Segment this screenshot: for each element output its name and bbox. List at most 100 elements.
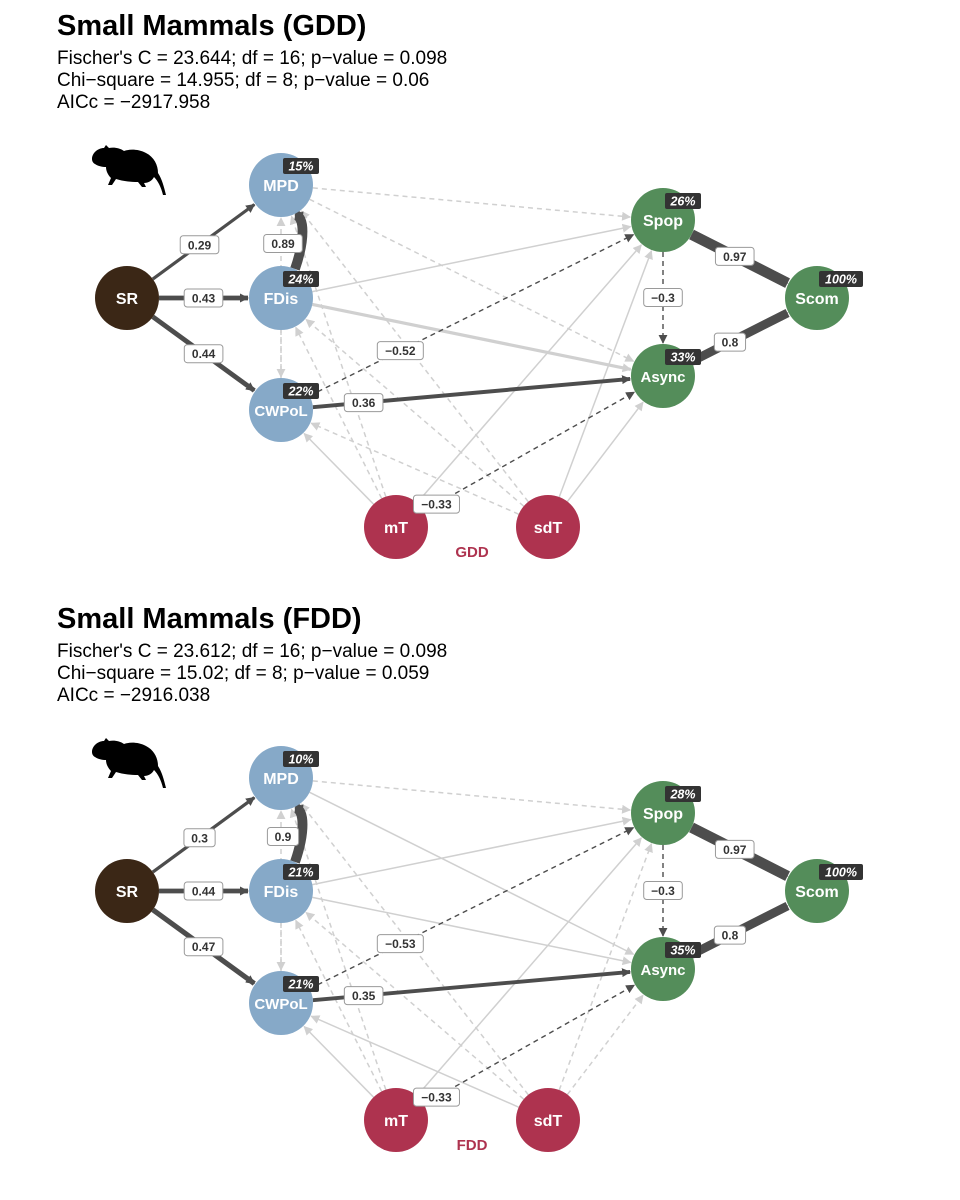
path-mt-to-cwpol: [303, 432, 375, 505]
path-sdt-to-spop: [558, 843, 653, 1091]
svg-text:21%: 21%: [287, 866, 313, 880]
svg-text:0.29: 0.29: [188, 238, 212, 252]
climate-index-label: FDD: [457, 1137, 488, 1154]
fisher-c-line: Fischer's C = 23.612; df = 16; p−value =…: [57, 641, 448, 662]
node-label: SR: [116, 291, 139, 308]
r2-badge: 10%: [283, 751, 319, 767]
svg-text:28%: 28%: [669, 788, 695, 802]
path-diagram: SR MPD FDis CWPoL Spop Async Scom mT sdT 10% 21% 21…: [92, 738, 863, 1154]
path-mt-to-fdis: [295, 326, 383, 499]
svg-text:0.3: 0.3: [191, 831, 208, 845]
panel-title: Small Mammals (FDD): [57, 603, 362, 635]
node-label: mT: [384, 520, 408, 537]
node-label: mT: [384, 1113, 408, 1130]
path-cwpol-to-spop: [309, 234, 635, 397]
path-sdt-to-cwpol: [310, 1015, 519, 1108]
rat-silhouette-icon: [92, 145, 166, 195]
path-coefficient-label: −0.53: [376, 934, 424, 954]
path-mt-to-mpd: [289, 215, 387, 497]
path-coefficient-label: 0.29: [179, 235, 220, 255]
svg-text:−0.53: −0.53: [385, 937, 416, 951]
svg-text:0.44: 0.44: [192, 347, 216, 361]
fit-statistics: Fischer's C = 23.612; df = 16; p−value =…: [57, 641, 447, 707]
r2-badge: 100%: [819, 271, 863, 287]
path-mpd-to-spop: [312, 187, 632, 221]
path-fdis-to-async: [312, 896, 632, 966]
path-sdt-to-cwpol: [310, 422, 519, 515]
sem-panel-gdd: SR MPD FDis CWPoL Spop Async Scom mT sdT 15% 24% 22…: [0, 0, 960, 593]
node-label: MPD: [263, 771, 299, 788]
path-coefficient-label: 0.44: [183, 344, 224, 364]
svg-text:21%: 21%: [287, 978, 313, 992]
path-coefficient-label: 0.97: [714, 246, 755, 266]
r2-badge: 35%: [665, 942, 701, 958]
r2-badge: 100%: [819, 864, 863, 880]
node-label: Spop: [643, 213, 683, 230]
path-mt-to-fdis: [295, 919, 383, 1092]
r2-badge: 26%: [665, 193, 701, 209]
path-coefficient-label: −0.33: [412, 494, 460, 514]
svg-text:22%: 22%: [287, 385, 313, 399]
r2-badge: 22%: [283, 383, 319, 399]
svg-text:0.44: 0.44: [192, 885, 216, 899]
path-mt-to-spop: [416, 244, 642, 504]
node-label: CWPoL: [254, 996, 307, 1013]
svg-text:0.89: 0.89: [271, 237, 295, 251]
svg-text:33%: 33%: [670, 351, 695, 365]
fisher-c-line: Fischer's C = 23.644; df = 16; p−value =…: [57, 48, 448, 69]
path-coefficient-label: 0.47: [183, 937, 224, 957]
path-sdt-to-spop: [558, 250, 653, 498]
sem-panel-fdd: SR MPD FDis CWPoL Spop Async Scom mT sdT 10% 21% 21…: [0, 593, 960, 1186]
panel-title: Small Mammals (GDD): [57, 10, 367, 42]
aicc-line: AICc = −2916.038: [57, 685, 211, 706]
path-diagram: SR MPD FDis CWPoL Spop Async Scom mT sdT 15% 24% 22…: [92, 145, 863, 561]
node-mt: mT: [364, 495, 428, 559]
path-coefficient-label: 0.8: [713, 332, 747, 352]
svg-text:−0.33: −0.33: [421, 498, 452, 512]
node-label: FDis: [264, 291, 299, 308]
path-coefficient-label: 0.43: [183, 288, 224, 308]
svg-text:0.47: 0.47: [192, 940, 216, 954]
path-mpd-to-async: [309, 198, 635, 362]
svg-text:24%: 24%: [287, 273, 313, 287]
svg-text:10%: 10%: [288, 753, 313, 767]
svg-text:35%: 35%: [670, 944, 695, 958]
node-mt: mT: [364, 1088, 428, 1152]
svg-text:0.36: 0.36: [352, 396, 376, 410]
r2-badge: 28%: [665, 786, 701, 802]
svg-text:0.8: 0.8: [722, 929, 739, 943]
path-coefficient-label: 0.36: [343, 393, 384, 413]
path-coefficient-label: −0.3: [643, 881, 683, 900]
path-cwpol-to-spop: [309, 827, 635, 990]
svg-text:0.9: 0.9: [275, 830, 292, 844]
path-coefficient-label: 0.3: [183, 828, 216, 848]
path-sdt-to-async: [566, 994, 644, 1095]
path-fdis-to-mpd: [290, 210, 308, 271]
path-mt-to-spop: [416, 837, 642, 1097]
path-mt-to-async: [423, 391, 636, 512]
svg-text:0.97: 0.97: [723, 250, 747, 264]
fit-statistics: Fischer's C = 23.644; df = 16; p−value =…: [57, 48, 447, 114]
node-label: Scom: [795, 291, 839, 308]
svg-text:−0.52: −0.52: [385, 344, 416, 358]
path-fdis-to-spop: [312, 816, 632, 886]
node-label: SR: [116, 884, 139, 901]
node-label: Spop: [643, 806, 683, 823]
r2-badge: 21%: [283, 976, 319, 992]
node-label: CWPoL: [254, 403, 307, 420]
svg-text:−0.3: −0.3: [651, 291, 675, 305]
node-label: Async: [640, 369, 685, 386]
path-mpd-to-async: [309, 791, 635, 955]
path-coefficient-label: −0.3: [643, 288, 683, 307]
climate-index-label: GDD: [455, 544, 489, 561]
path-mt-to-async: [423, 984, 636, 1105]
r2-badge: 33%: [665, 349, 701, 365]
path-coefficient-label: 0.35: [343, 986, 384, 1006]
path-coefficient-label: −0.52: [376, 341, 424, 361]
path-mt-to-mpd: [289, 808, 387, 1090]
rat-silhouette-icon: [92, 738, 166, 788]
node-label: Async: [640, 962, 685, 979]
path-sdt-to-async: [566, 401, 644, 502]
path-coefficient-label: 0.44: [183, 881, 224, 901]
node-label: sdT: [534, 1113, 563, 1130]
